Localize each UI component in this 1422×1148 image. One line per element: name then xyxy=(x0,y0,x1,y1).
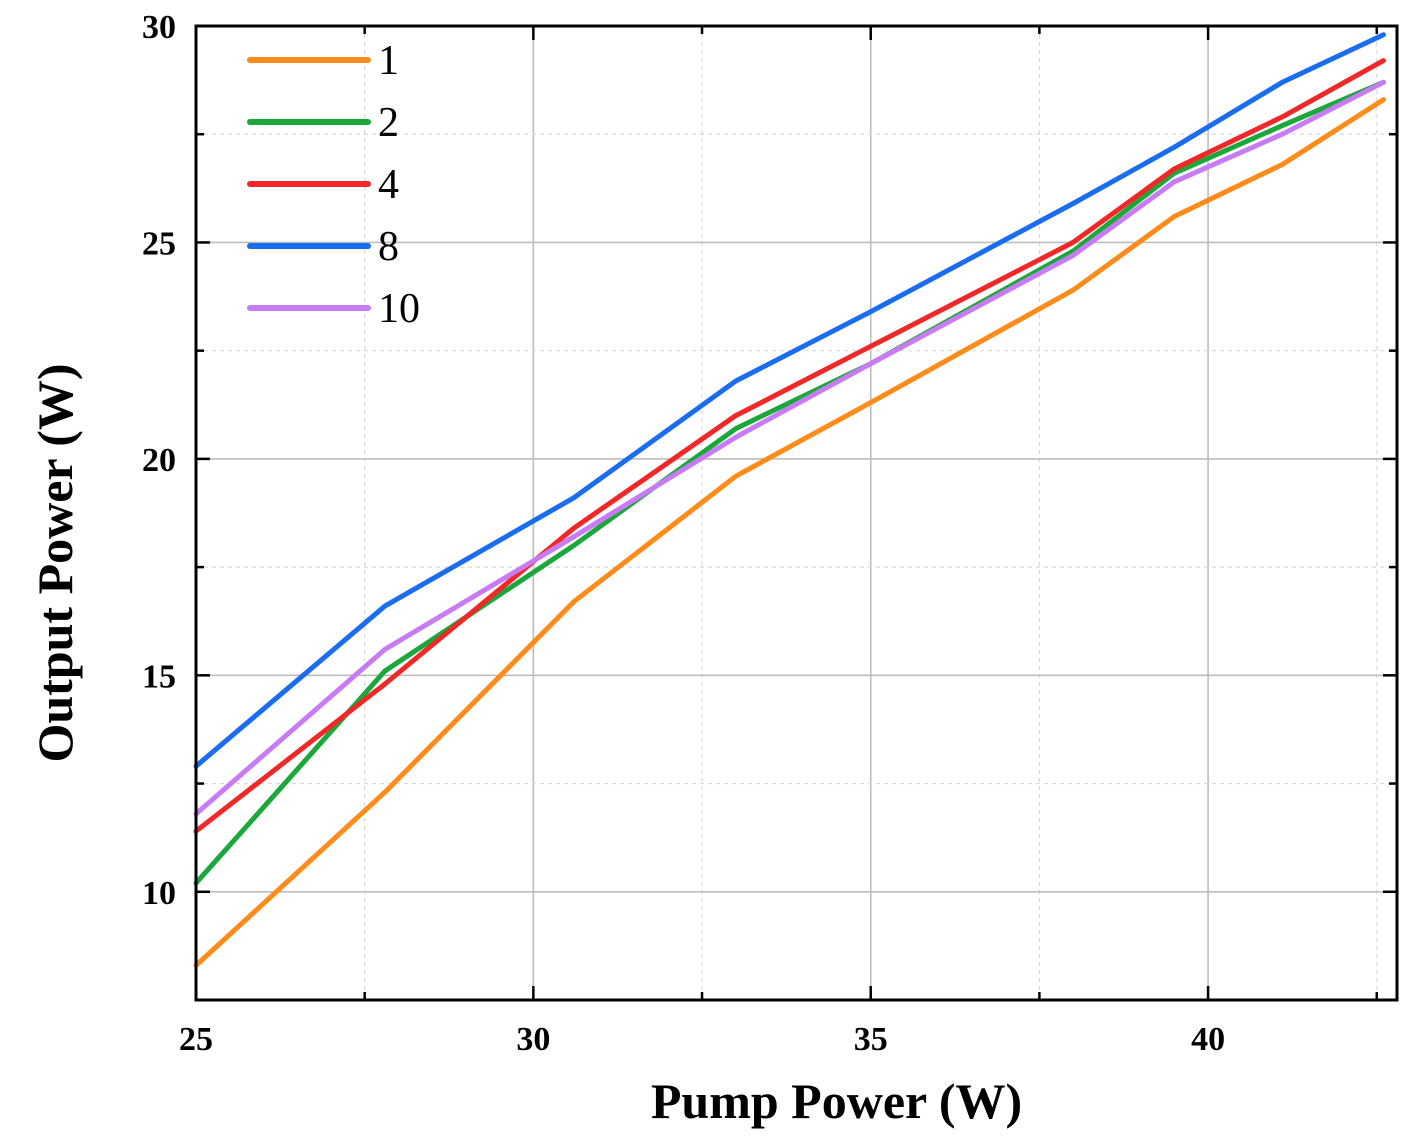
series-line-4 xyxy=(193,58,1386,834)
y-tick-label: 10 xyxy=(142,875,176,912)
legend-label-8: 8 xyxy=(378,224,399,270)
x-tick-label: 30 xyxy=(516,1021,550,1058)
y-tick-label: 30 xyxy=(142,9,176,46)
series-line-1 xyxy=(193,97,1386,968)
y-axis-title: Output Power (W) xyxy=(27,363,83,762)
legend: 1 2 4 8 10 xyxy=(247,38,420,332)
plot-frame xyxy=(194,24,1399,1002)
x-tick-label: 25 xyxy=(179,1021,213,1058)
y-tick-label: 15 xyxy=(142,658,176,695)
y-tick-label: 25 xyxy=(142,225,176,262)
legend-label-2: 2 xyxy=(378,100,399,146)
x-axis-title: Pump Power (W) xyxy=(651,1073,1022,1129)
x-tick-label: 35 xyxy=(854,1021,888,1058)
legend-label-10: 10 xyxy=(378,286,420,332)
series-line-8 xyxy=(193,32,1386,769)
axis-ticks: 25 30 35 40 10 15 20 25 30 xyxy=(142,9,1397,1058)
y-tick-label: 20 xyxy=(142,442,176,479)
legend-label-4: 4 xyxy=(378,162,399,208)
series-lines xyxy=(193,32,1386,968)
x-tick-label: 40 xyxy=(1191,1021,1225,1058)
series-line-10 xyxy=(193,79,1386,817)
legend-label-1: 1 xyxy=(378,38,399,84)
